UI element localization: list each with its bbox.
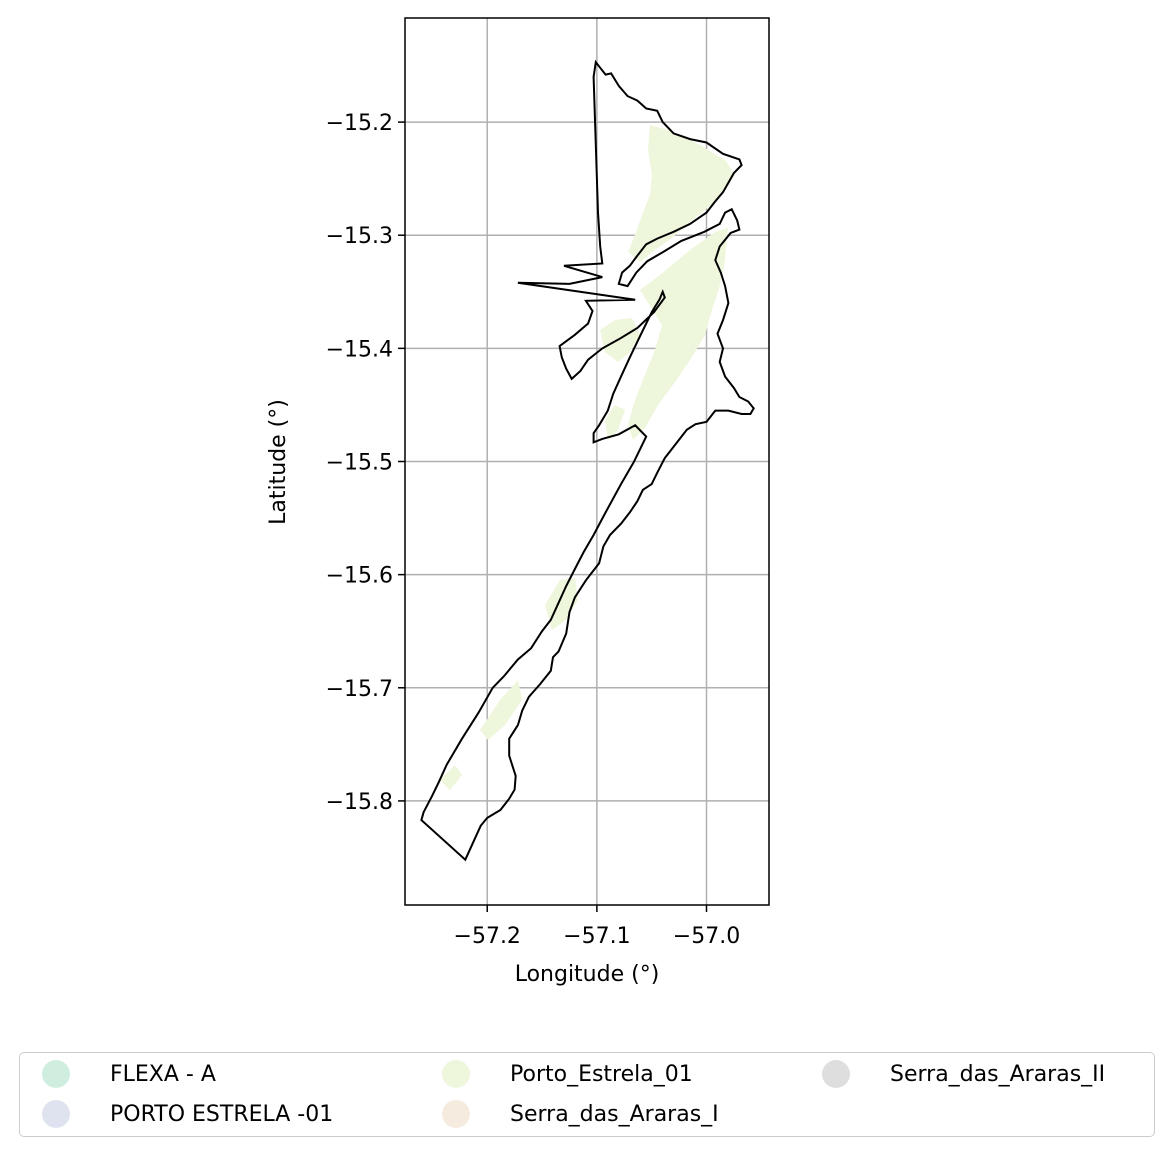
y-tick-label: −15.5: [326, 451, 393, 476]
y-tick-label: −15.8: [326, 790, 393, 815]
y-tick-label: −15.3: [326, 224, 393, 249]
legend-label: FLEXA - A: [110, 1061, 216, 1087]
legend-marker: [42, 1100, 70, 1128]
land-cover-patch: [605, 405, 625, 440]
legend-item-serra-das-araras-ii: Serra_das_Araras_II: [822, 1059, 1105, 1089]
legend-label: Serra_das_Araras_I: [510, 1101, 719, 1127]
legend-marker: [42, 1060, 70, 1088]
legend-item-porto-estrela-01: Porto_Estrela_01: [442, 1059, 693, 1089]
legend-item-flexa-a: FLEXA - A: [42, 1059, 216, 1089]
legend-item-porto-estrela-01-upper: PORTO ESTRELA -01: [42, 1099, 333, 1129]
boundary-outline: [420, 59, 755, 862]
legend-label: PORTO ESTRELA -01: [110, 1101, 334, 1127]
x-tick-label: −57.1: [563, 924, 630, 949]
land-cover-patch: [628, 125, 735, 262]
y-tick-label: −15.7: [326, 677, 393, 702]
legend-marker: [442, 1060, 470, 1088]
map-figure: −57.2 −57.1 −57.0 −15.2 −15.3 −15.4 −15.5 −15.6…: [266, 17, 770, 987]
y-tick-label: −15.2: [326, 111, 393, 136]
land-cover-patch: [600, 318, 640, 362]
ticks: −57.2 −57.1 −57.0 −15.2 −15.3 −15.4 −15.5 −15.6…: [326, 111, 741, 949]
y-axis-label: Latitude (°): [266, 399, 291, 525]
land-cover-patch: [545, 578, 578, 630]
y-tick-label: −15.6: [326, 564, 393, 589]
legend: FLEXA - A PORTO ESTRELA -01 Porto_Estrel…: [19, 1052, 1155, 1137]
legend-marker: [442, 1100, 470, 1128]
legend-item-serra-das-araras-i: Serra_das_Araras_I: [442, 1099, 719, 1129]
legend-marker: [822, 1060, 850, 1088]
land-cover-patch: [440, 765, 462, 790]
y-tick-label: −15.4: [326, 337, 393, 362]
legend-label: Porto_Estrela_01: [510, 1061, 693, 1087]
x-tick-label: −57.2: [454, 924, 521, 949]
x-tick-label: −57.0: [673, 924, 740, 949]
legend-label: Serra_das_Araras_II: [890, 1061, 1106, 1087]
x-axis-label: Longitude (°): [515, 962, 660, 987]
land-cover-patch: [480, 680, 522, 740]
porto-estrela-01-fill: [440, 125, 735, 790]
land-cover-patch: [628, 228, 728, 440]
